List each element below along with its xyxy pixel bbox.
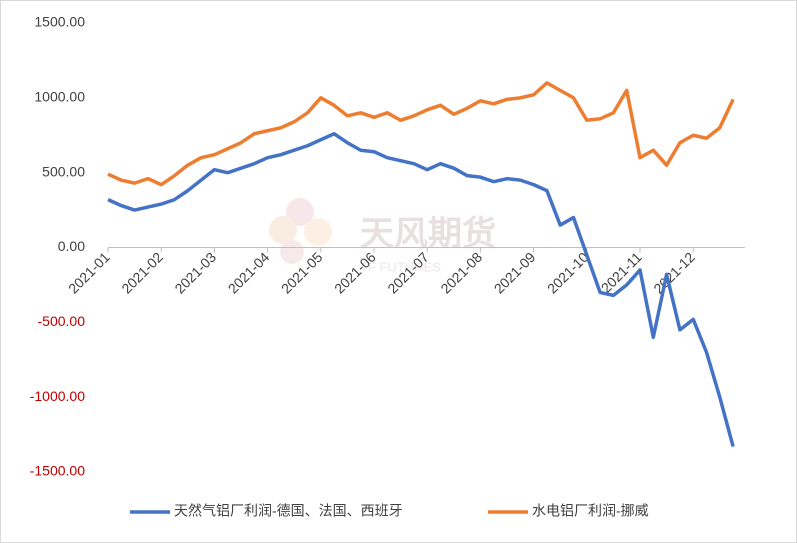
series-line bbox=[107, 132, 735, 448]
watermark: 天风期货 bbox=[360, 215, 496, 253]
y-tick-label: 1000.00 bbox=[34, 89, 85, 105]
watermark-sub: TF FUTURES bbox=[360, 259, 441, 274]
y-tick-label: 1500.00 bbox=[34, 14, 85, 30]
y-tick-label: 500.00 bbox=[42, 163, 85, 179]
legend-label: 天然气铝厂利润-德国、法国、西班牙 bbox=[174, 503, 403, 519]
legend-label: 水电铝厂利润-挪威 bbox=[532, 503, 649, 519]
series-line bbox=[107, 81, 735, 187]
watermark-logo bbox=[269, 198, 332, 264]
y-tick-label: -1000.00 bbox=[30, 388, 85, 404]
y-tick-label: -500.00 bbox=[38, 313, 86, 329]
y-tick-label: 0.00 bbox=[58, 238, 85, 254]
y-tick-label: -1500.00 bbox=[30, 463, 85, 479]
